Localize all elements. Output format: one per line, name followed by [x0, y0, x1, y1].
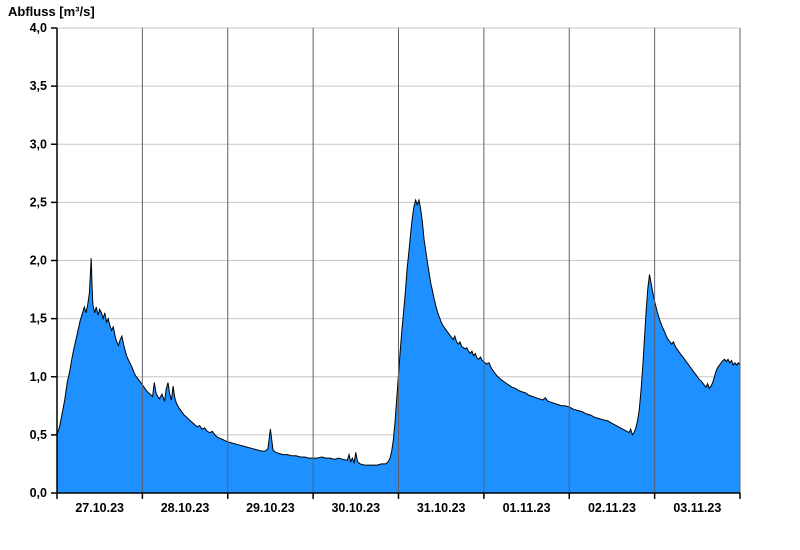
svg-text:31.10.23: 31.10.23 — [417, 501, 466, 515]
y-tick-labels: 0,0 0,5 1,0 1,5 2,0 2,5 3,0 3,5 4,0 — [30, 21, 47, 500]
svg-text:02.11.23: 02.11.23 — [588, 501, 636, 515]
svg-text:0,0: 0,0 — [30, 486, 47, 500]
svg-text:1,5: 1,5 — [30, 312, 47, 326]
chart-title: Abfluss [m³/s] — [8, 4, 95, 19]
axes — [51, 27, 741, 499]
svg-text:2,5: 2,5 — [30, 195, 47, 209]
svg-text:28.10.23: 28.10.23 — [161, 501, 210, 515]
svg-text:01.11.23: 01.11.23 — [503, 501, 551, 515]
svg-text:27.10.23: 27.10.23 — [75, 501, 124, 515]
svg-text:3,0: 3,0 — [30, 137, 47, 151]
svg-text:29.10.23: 29.10.23 — [246, 501, 295, 515]
svg-text:3,5: 3,5 — [30, 79, 47, 93]
svg-text:30.10.23: 30.10.23 — [331, 501, 380, 515]
svg-text:0,5: 0,5 — [30, 428, 47, 442]
svg-text:1,0: 1,0 — [30, 370, 47, 384]
svg-text:2,0: 2,0 — [30, 254, 47, 268]
svg-text:03.11.23: 03.11.23 — [673, 501, 721, 515]
day-boundary-lines — [141, 28, 741, 493]
x-tick-labels: 27.10.23 28.10.23 29.10.23 30.10.23 31.10.23… — [75, 501, 721, 515]
svg-text:4,0: 4,0 — [30, 21, 47, 35]
